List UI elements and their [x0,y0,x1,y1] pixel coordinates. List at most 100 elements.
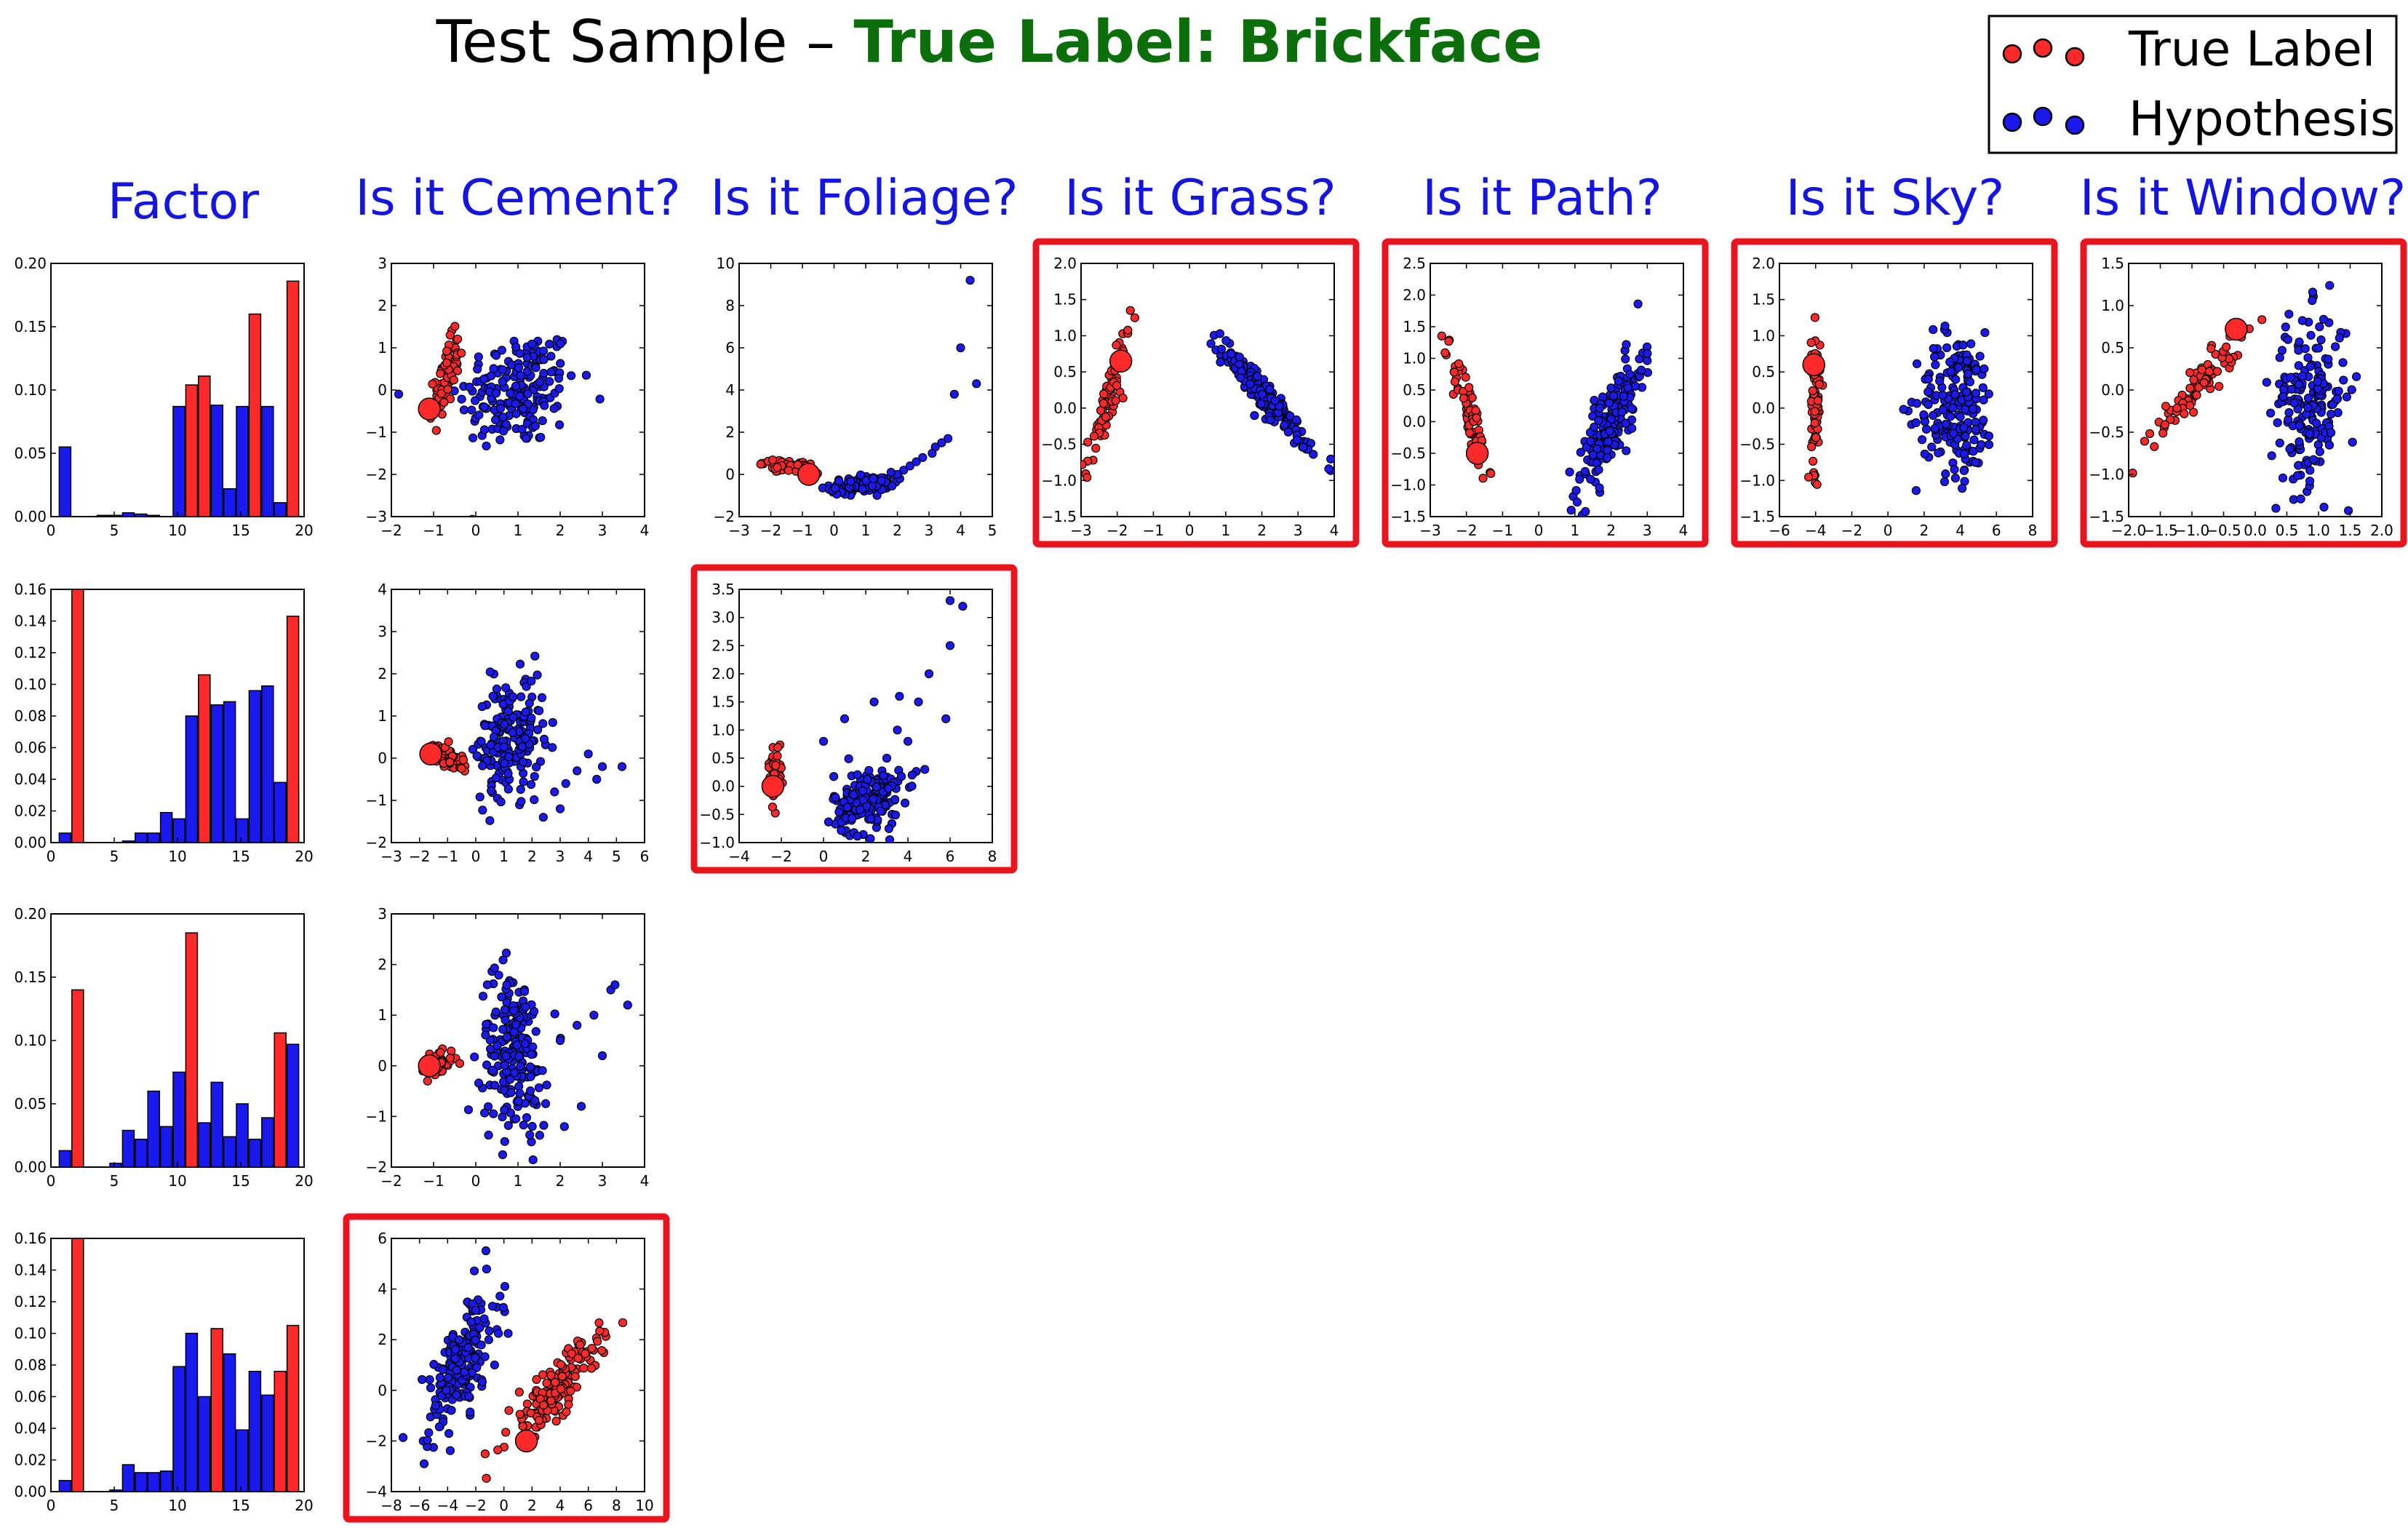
hypothesis-point [2315,322,2324,332]
bar-1 [58,1150,72,1167]
hypothesis-point [1236,373,1245,383]
hypothesis-point [538,416,547,426]
hypothesis-point [468,433,478,442]
y-tick-label: −1.5 [1739,508,1775,525]
hypothesis-point [485,667,495,677]
hypothesis-point [879,771,888,781]
y-tick-label: 0.16 [14,1230,47,1247]
hypothesis-point [829,772,839,781]
hypothesis-point [516,1062,525,1071]
hypothesis-point [419,1459,429,1468]
hypothesis-point [595,394,605,404]
true-label-point [1083,437,1093,447]
hypothesis-point [1971,389,1981,398]
hypothesis-point [1923,374,1933,384]
x-tick-label: −0.5 [2206,522,2241,539]
hypothesis-point [1921,424,1931,434]
x-tick-label: 0 [471,522,481,539]
true-label-point [504,1406,514,1415]
hypothesis-point [2277,346,2287,355]
hypothesis-point [527,1050,536,1059]
hypothesis-point [1984,389,1993,399]
x-tick-label: 1 [861,522,871,539]
hypothesis-point [1940,321,1950,331]
y-tick-label: 0.5 [1403,381,1426,399]
x-tick-label: −6 [409,1497,430,1514]
legend-marker-hyp-2 [2033,106,2053,127]
legend-label-hyp: Hypothesis [2129,91,2395,147]
true-label-point [2197,365,2206,375]
x-tick-label: 20 [295,1497,313,1514]
true-label-point [2145,429,2155,439]
hypothesis-point [498,1150,508,1160]
hypothesis-point [524,1206,532,1214]
hypothesis-point [885,835,895,843]
marks [761,596,968,843]
true-label-point [1807,442,1817,452]
hypothesis-point [1574,515,1580,517]
x-tick-label: 10 [168,848,186,865]
y-tick-label: 1.5 [2101,255,2124,272]
hypothesis-point [1942,343,1952,353]
y-tick-label: −4 [366,1483,387,1500]
bar-16 [248,690,262,843]
true-label-point [1101,412,1111,422]
hypothesis-point [2283,335,2293,344]
true-label-point [573,1353,583,1363]
hypothesis-point [2296,494,2305,504]
test-sample-marker [514,1429,538,1453]
true-label-point [482,1473,491,1483]
hypothesis-point [1959,423,1969,433]
hypothesis-point [479,425,490,434]
hypothesis-point [479,402,489,412]
y-tick-label: −1.0 [1390,477,1426,494]
hypothesis-point [1614,376,1623,386]
hypothesis-point [1930,352,1939,362]
bar-10 [172,818,186,843]
true-label-point [564,1400,573,1409]
hypothesis-point [1595,483,1604,493]
hypothesis-point [466,1407,475,1417]
hypothesis-point [498,377,507,386]
hypothesis-point [2303,394,2313,403]
hypothesis-point [435,1373,445,1382]
hypothesis-point [956,343,965,353]
y-tick-label: 0 [378,1057,387,1075]
x-tick-label: 8 [988,848,997,865]
hypothesis-point [1633,299,1643,309]
bar-7 [135,1138,148,1167]
true-label-point [2129,469,2137,478]
hypothesis-point [471,1353,480,1363]
hypothesis-point [514,1051,524,1061]
x-tick-label: 20 [295,848,313,865]
true-label-point [1099,399,1108,408]
hypothesis-point [1590,422,1599,431]
y-tick-label: 2.0 [711,665,735,683]
hypothesis-point [914,697,923,707]
hypothesis-point [533,670,542,680]
hypothesis-point [945,596,955,605]
true-label-point [1808,386,1817,396]
hypothesis-point [479,374,489,384]
hypothesis-point [581,370,591,380]
true-label-point [493,1445,503,1455]
hypothesis-point [1619,391,1628,401]
true-label-point [768,455,778,465]
hypothesis-point [536,432,546,442]
hypothesis-point [1627,404,1636,413]
bar-14 [223,488,236,517]
true-label-point [449,375,458,385]
x-tick-label: 0 [829,522,839,539]
true-label-point [1123,325,1133,335]
hypothesis-point [450,1354,460,1364]
x-tick-label: 1 [514,1172,523,1190]
hypothesis-point [1235,352,1244,362]
hypothesis-point [1216,344,1227,354]
y-tick-label: 0.04 [14,771,47,788]
hypothesis-point [539,734,549,744]
bar-8 [147,514,160,517]
x-tick-label: 1.5 [2339,522,2362,539]
hypothesis-point [503,769,513,779]
y-tick-label: 0.15 [14,968,47,986]
